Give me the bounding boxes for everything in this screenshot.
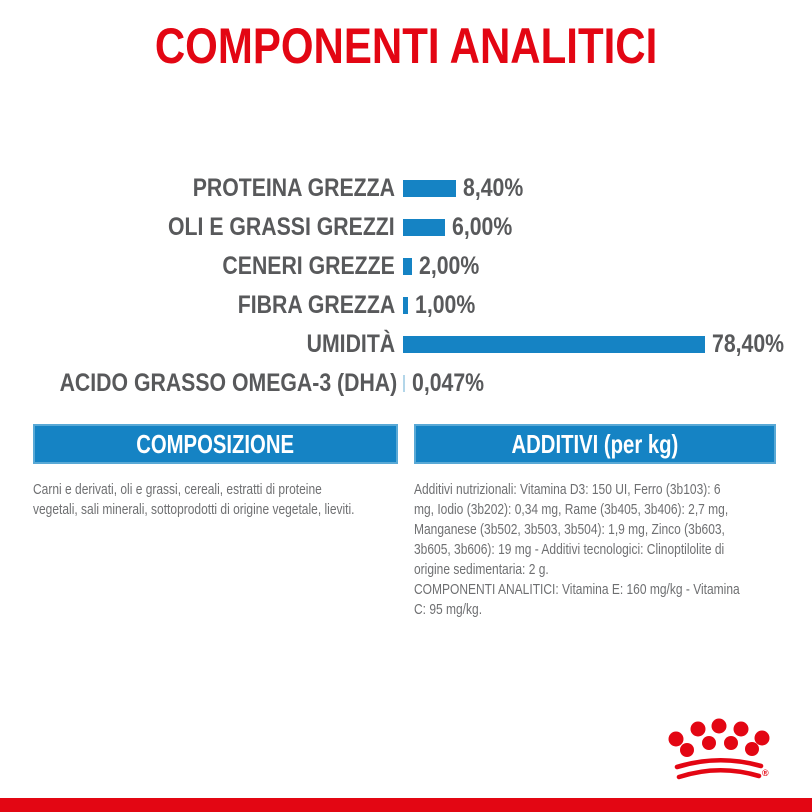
value-bar: [403, 375, 405, 392]
crown-dot: [668, 731, 684, 747]
composizione-body-text: Carni e derivati, oli e grassi, cereali,…: [33, 481, 355, 518]
chart-row: UMIDITÀ 78,40%: [0, 330, 797, 358]
crown-arc-lower: [676, 767, 762, 780]
crown-dot: [711, 718, 727, 734]
crown-arc-upper: [674, 757, 764, 770]
value-label: 2,00%: [419, 252, 480, 280]
registered-trademark-symbol: ®: [762, 768, 769, 778]
additivi-nutritional-text: Additivi nutrizionali: Vitamina D3: 150 …: [414, 481, 729, 578]
value-label: 0,047%: [412, 369, 485, 397]
section-additivi: ADDITIVI (per kg) Additivi nutrizionali:…: [414, 424, 776, 620]
value-label: 1,00%: [415, 291, 476, 319]
crown-dot: [754, 730, 770, 746]
additivi-header-label: ADDITIVI (per kg): [511, 428, 679, 459]
page-title: COMPONENTI ANALITICI: [0, 20, 812, 72]
value-bar: [403, 180, 456, 197]
category-label: ACIDO GRASSO OMEGA-3 (DHA): [59, 369, 398, 397]
value-bar: [403, 219, 445, 236]
footer-red-bar: [0, 798, 812, 812]
value-bar: [403, 258, 412, 275]
royal-canin-crown-logo-icon: ®: [668, 718, 770, 780]
value-label: 78,40%: [712, 330, 785, 358]
additivi-header-banner: ADDITIVI (per kg): [414, 424, 776, 464]
crown-dot: [690, 721, 706, 737]
chart-row: PROTEINA GREZZA 8,40%: [0, 174, 534, 202]
crown-dot: [724, 736, 738, 750]
value-label: 8,40%: [463, 174, 524, 202]
chart-row: CENERI GREZZE 2,00%: [0, 252, 490, 280]
category-label: UMIDITÀ: [306, 330, 395, 358]
category-label: FIBRA GREZZA: [237, 291, 395, 319]
value-label: 6,00%: [452, 213, 513, 241]
category-label: PROTEINA GREZZA: [192, 174, 395, 202]
crown-dot: [745, 742, 759, 756]
category-label: OLI E GRASSI GREZZI: [168, 213, 395, 241]
additivi-analytical-text: COMPONENTI ANALITICI: Vitamina E: 160 mg…: [414, 581, 740, 618]
composizione-header-banner: COMPOSIZIONE: [33, 424, 398, 464]
page-title-text: COMPONENTI ANALITICI: [154, 18, 658, 74]
crown-dot: [733, 721, 749, 737]
chart-row: FIBRA GREZZA 1,00%: [0, 291, 486, 319]
composizione-header-label: COMPOSIZIONE: [136, 428, 295, 459]
chart-row: OLI E GRASSI GREZZI 6,00%: [0, 213, 523, 241]
section-composizione: COMPOSIZIONE Carni e derivati, oli e gra…: [33, 424, 398, 520]
value-bar: [403, 297, 408, 314]
chart-row: ACIDO GRASSO OMEGA-3 (DHA) 0,047%: [0, 369, 497, 397]
crown-dot: [702, 736, 716, 750]
crown-dot: [680, 743, 694, 757]
category-label: CENERI GREZZE: [222, 252, 395, 280]
value-bar: [403, 336, 705, 353]
